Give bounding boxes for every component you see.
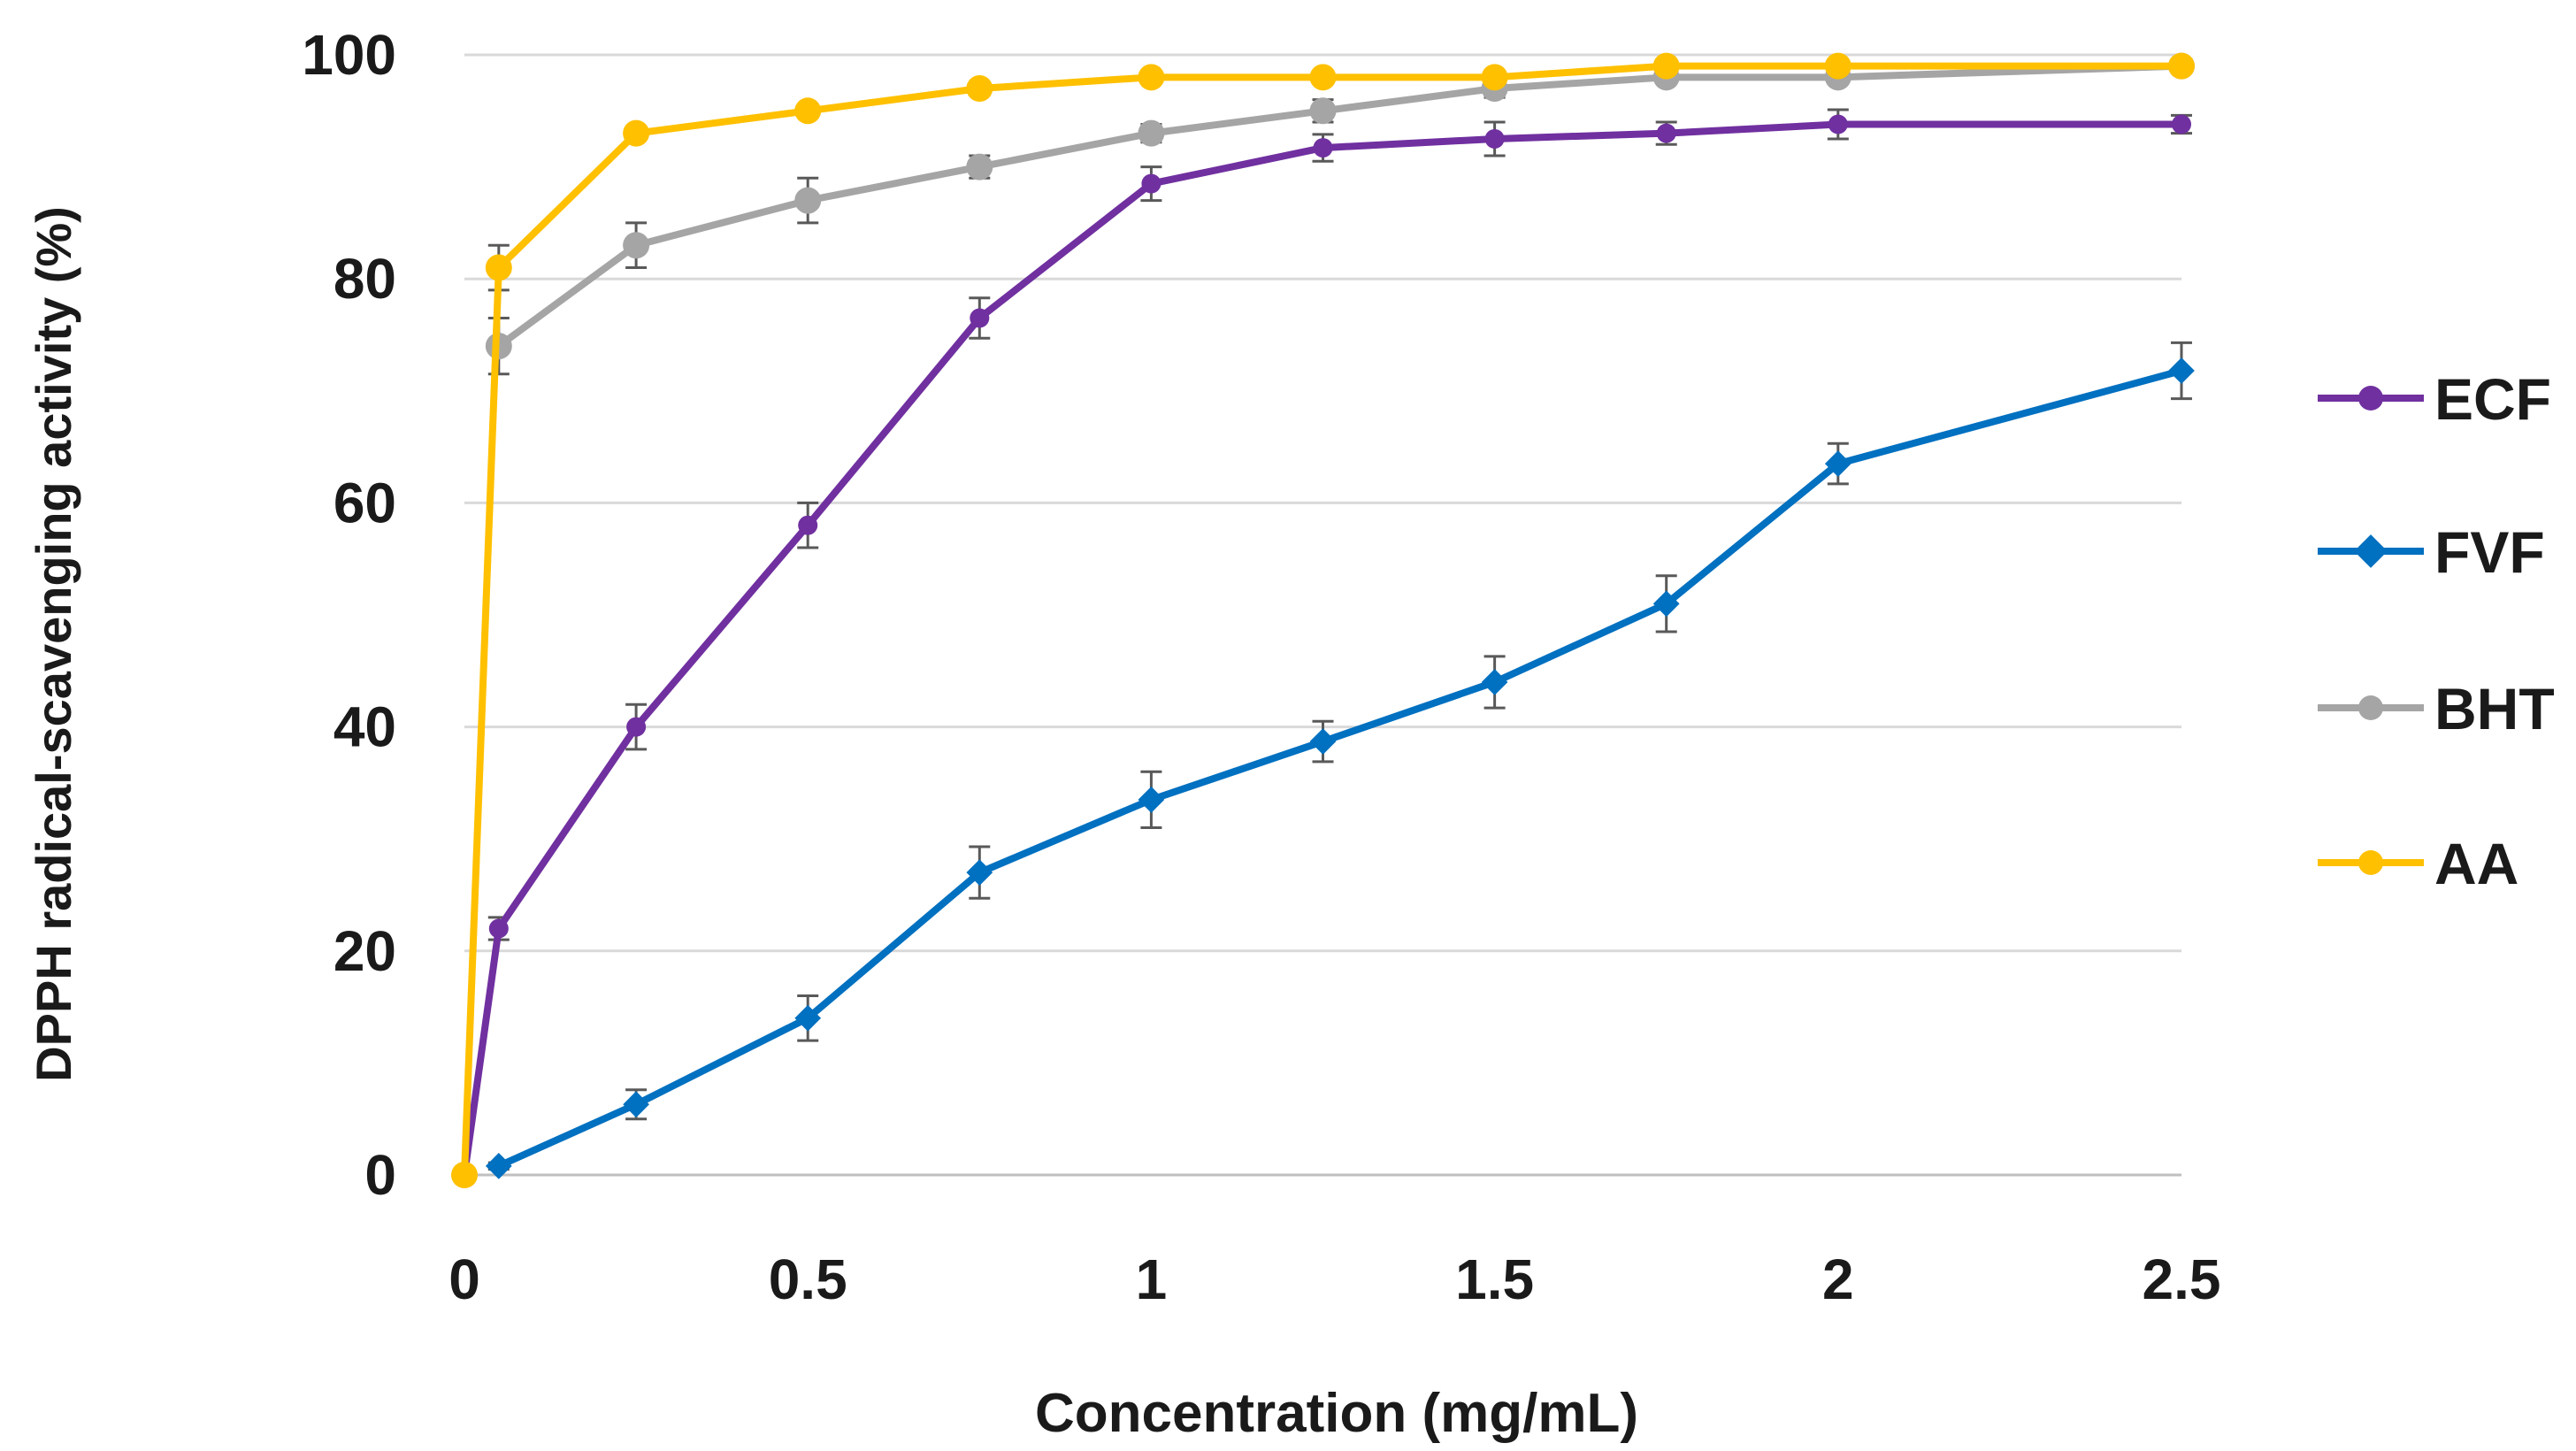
y-axis-title: DPPH radical-scavenging activity (%) <box>26 206 81 1082</box>
x-tick-label: 0 <box>448 1248 480 1311</box>
data-point-aa <box>451 1162 478 1188</box>
legend-label-bht: BHT <box>2434 676 2555 741</box>
series-bht <box>485 52 2195 376</box>
legend-item-fvf: FVF <box>2318 519 2545 585</box>
data-point-bht <box>623 232 650 259</box>
legend-marker-ecf <box>2358 386 2383 411</box>
data-point-aa <box>623 119 650 147</box>
x-tick-label: 1.5 <box>1455 1248 1534 1311</box>
legend-label-aa: AA <box>2434 831 2518 896</box>
data-point-aa <box>1481 64 1508 91</box>
x-tick-label: 0.5 <box>769 1248 847 1311</box>
x-tick-label: 1 <box>1136 1248 1168 1311</box>
y-tick-label: 60 <box>334 471 396 534</box>
data-point-bht <box>1309 97 1337 125</box>
data-point-fvf <box>1652 590 1680 618</box>
y-tick-label: 20 <box>334 919 396 983</box>
legend-marker-aa <box>2358 850 2383 875</box>
axes: 0 20 40 60 80 100 0 0.5 1 1.5 2 2.5 <box>302 23 2220 1311</box>
legend-item-aa: AA <box>2318 831 2518 896</box>
data-point-fvf <box>485 1153 512 1179</box>
gridlines <box>464 53 2181 953</box>
y-tick-label: 0 <box>364 1143 396 1207</box>
data-point-fvf <box>1309 728 1337 755</box>
series-line-bht <box>496 62 2182 349</box>
data-point-fvf <box>1481 669 1508 695</box>
data-point-ecf <box>1141 173 1162 194</box>
data-point-aa <box>1824 52 1852 80</box>
data-point-fvf <box>2168 357 2195 384</box>
series-line-ecf <box>461 120 2181 1176</box>
data-series <box>451 52 2195 1188</box>
data-point-bht <box>966 153 993 180</box>
data-point-aa <box>794 97 822 125</box>
data-point-ecf <box>488 918 509 939</box>
data-point-ecf <box>626 717 647 737</box>
data-point-aa <box>1138 64 1165 91</box>
legend: ECF FVF BHT AA <box>2318 366 2555 896</box>
data-point-aa <box>2168 52 2195 80</box>
data-point-fvf <box>794 1004 822 1032</box>
legend-item-ecf: ECF <box>2318 366 2551 432</box>
data-point-aa <box>1652 52 1680 80</box>
y-tick-label: 80 <box>334 247 396 311</box>
legend-label-ecf: ECF <box>2434 366 2551 432</box>
series-line-fvf <box>497 367 2183 1170</box>
data-point-fvf <box>1138 787 1165 813</box>
legend-marker-bht <box>2358 695 2383 720</box>
data-point-ecf <box>798 515 818 535</box>
legend-label-fvf: FVF <box>2434 519 2545 585</box>
data-point-bht <box>794 187 822 214</box>
series-line-aa <box>461 62 2181 1176</box>
series-aa <box>451 52 2195 1188</box>
data-point-ecf <box>1484 128 1505 149</box>
data-point-aa <box>966 74 993 102</box>
x-axis-title: Concentration (mg/mL) <box>1035 1383 1638 1444</box>
series-fvf <box>485 341 2195 1179</box>
data-point-ecf <box>970 308 990 328</box>
y-tick-label: 100 <box>302 23 396 87</box>
data-point-aa <box>485 254 512 281</box>
x-tick-label: 2.5 <box>2143 1248 2221 1311</box>
data-point-ecf <box>2172 114 2191 134</box>
data-point-fvf <box>966 859 993 887</box>
legend-marker-fvf <box>2354 534 2388 568</box>
y-tick-label: 40 <box>334 695 396 759</box>
x-tick-label: 2 <box>1822 1248 1854 1311</box>
data-point-ecf <box>1656 123 1676 143</box>
data-point-fvf <box>623 1091 649 1118</box>
data-point-fvf <box>1824 450 1852 477</box>
data-point-bht <box>1138 119 1165 147</box>
series-ecf <box>455 108 2192 1185</box>
data-point-ecf <box>1828 114 1848 134</box>
data-point-ecf <box>1313 138 1333 158</box>
legend-item-bht: BHT <box>2318 676 2555 741</box>
data-point-aa <box>1309 64 1337 91</box>
